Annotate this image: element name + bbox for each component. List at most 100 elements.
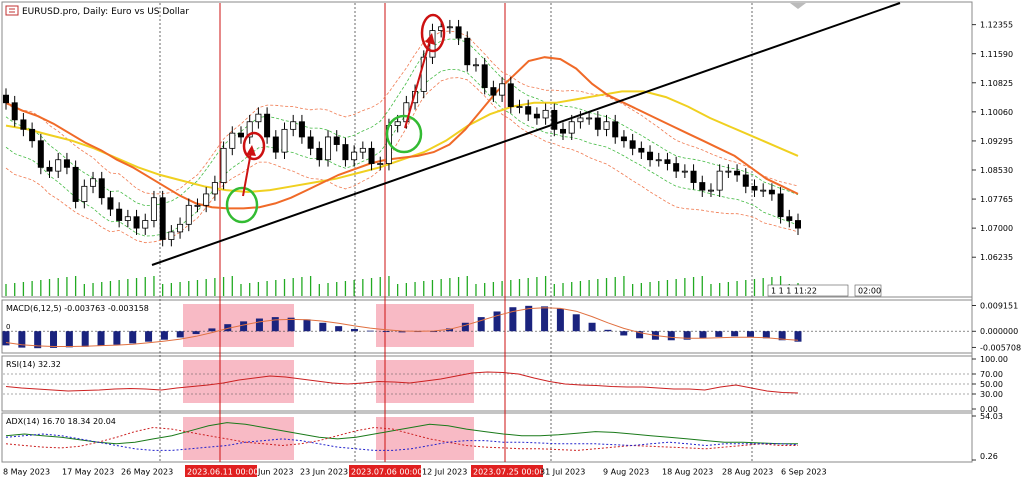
candle-bear [298,121,305,138]
target-circle-red [242,131,266,161]
candle-bear [116,208,123,221]
macd-bar [2,331,10,346]
macd-signal-line [5,307,799,347]
candle-bear [272,136,279,153]
macd-bar [240,321,248,332]
price-tick-label: 1.07000 [980,224,1013,233]
macd-bar [335,326,343,332]
candle-bear [490,87,497,96]
x-tick-label: 2023.07.06 00:00 [351,468,422,477]
x-tick-label: 8 May 2023 [3,468,50,477]
macd-bar [667,331,675,341]
candle-bull [499,83,506,96]
svg-text:02:00: 02:00 [858,287,881,296]
rsi-label: RSI(14) 32.32 [6,360,61,369]
chart-shift-marker[interactable] [790,3,806,9]
x-tick-label: 18 Aug 2023 [662,468,713,477]
candle-bull [281,128,288,153]
band-inner-upper [5,38,799,207]
annotations [151,2,901,266]
candle-bull [150,197,157,221]
macd-bar [176,331,184,338]
macd-bar [319,322,327,332]
adx-tick-label: 54.03 [980,412,1003,421]
macd-bar [350,328,358,332]
candle-bear [107,197,114,210]
candle-bull [290,121,297,130]
timer-badge: 1 1 1 11:22 02:00 [767,284,882,297]
candle-bull [681,170,688,173]
candle-bear [133,216,140,229]
candle-bull [707,189,714,192]
candle-bear [11,102,18,121]
candle-bull [142,220,149,229]
arrow-head-icon [425,33,435,45]
price-layer [3,19,802,296]
macd-bar [604,329,612,332]
macd-bar [303,319,311,332]
arrow-head-icon [246,145,256,156]
candle-bear [46,166,53,172]
x-tick-label: 12 Jul 2023 [422,468,467,477]
candle-bull [203,193,210,206]
candle-bear [786,216,793,221]
macd-tick-label: 0.009151 [980,301,1018,310]
candle-bull [725,170,732,173]
macd-bar [525,305,533,332]
macd-bar [81,331,89,347]
rsi-tick-label: 30.00 [980,390,1003,399]
rsi-panel[interactable] [1,355,973,412]
macd-bar [97,331,105,346]
x-tick-label: 17 May 2023 [62,468,114,477]
macd-bar [541,306,549,332]
macd-bar [477,317,485,332]
macd-bar [620,331,628,336]
candle-bear [551,109,558,130]
price-tick-label: 1.08530 [980,166,1013,175]
x-tick-label: 31 Jul 2023 [540,468,585,477]
candle-bull [377,163,384,165]
candle-bull [351,151,358,161]
macd-panel[interactable] [1,299,973,354]
macd-bar [160,331,168,340]
x-tick-label: 2023.06.11 00:00 [187,468,258,477]
macd-bar [50,331,58,348]
adx-panel[interactable] [1,412,973,463]
macd-bar [430,331,438,333]
macd-bar [192,331,200,335]
candle-bear [264,113,271,138]
candle-bear [560,128,567,134]
candle-bear [751,185,758,191]
rsi-tick-label: 0.00 [980,405,998,414]
price-tick-label: 1.10825 [980,79,1013,88]
axes: 1.12355 1.11590 1.10825 1.10060 1.09295 1.085… [3,2,1021,477]
candle-bull [246,121,253,138]
candle-bear [316,147,323,161]
candle-bull [394,121,401,126]
x-tick-label: 28 Aug 2023 [722,468,773,477]
macd-bar [778,331,786,341]
candle-bear [3,94,9,104]
candle-bear [307,136,314,149]
candle-bear [63,159,70,168]
macd-bar [699,331,707,339]
x-tick-label: 23 Jun 2023 [300,468,348,477]
main-panel[interactable] [1,1,973,298]
macd-label: MACD(6,12,5) -0.003763 -0.003158 [6,304,149,313]
signal-circle-green [225,186,259,224]
candle-bull [255,113,262,123]
price-tick-label: 1.07765 [980,195,1013,204]
highlight-zone [376,304,474,347]
candle-bull [220,147,227,183]
macd-bar [34,331,42,349]
macd-bar [461,322,469,332]
candle-bull [229,132,236,149]
candle-bear [647,151,654,161]
highlight-zones [183,304,474,460]
date-highlight-badge [185,465,257,477]
candle-bull [124,216,131,221]
candle-bull [194,204,201,207]
signal-circle-green [385,114,423,154]
